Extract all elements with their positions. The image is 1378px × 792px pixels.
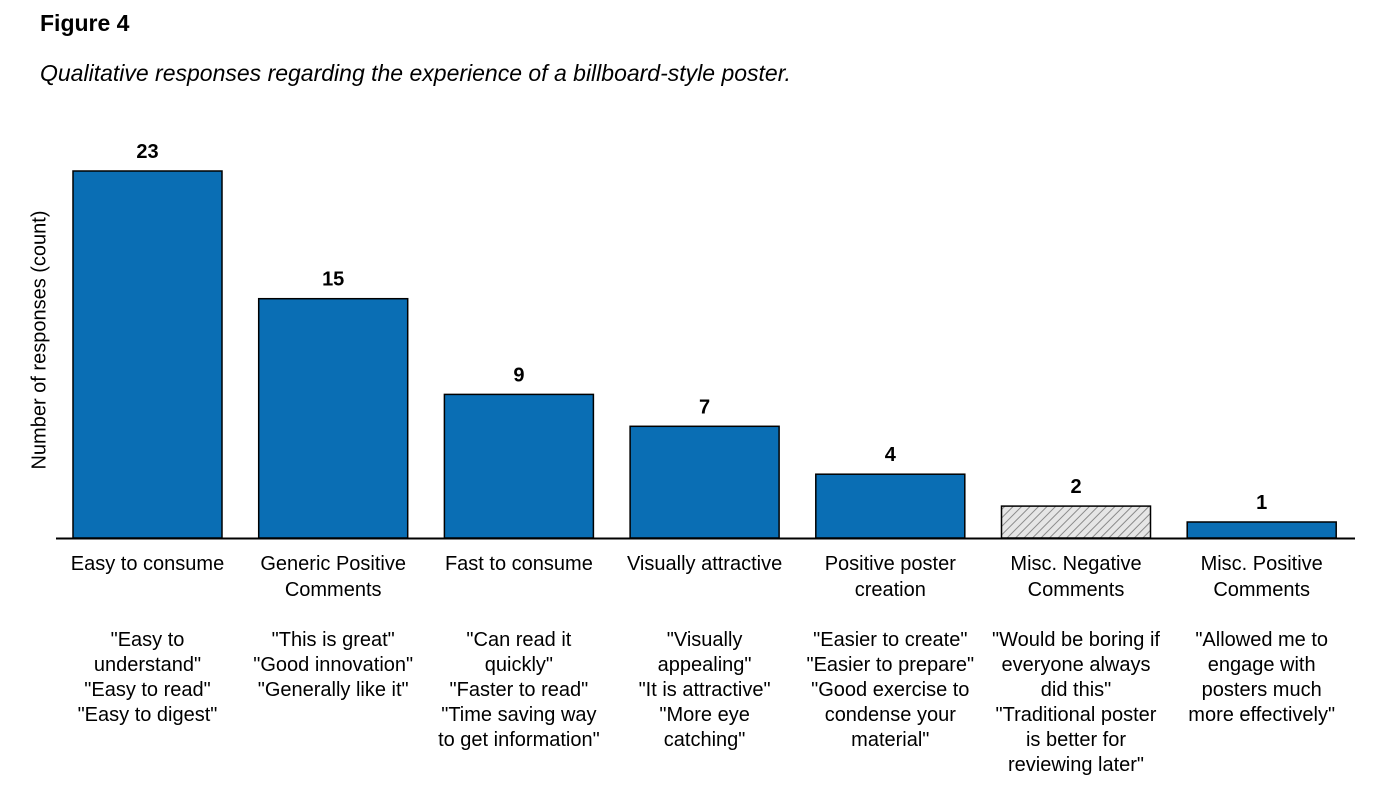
annotation-line: "Easy to digest" [77,704,218,726]
annotation-line: "This is great" [271,629,395,651]
category-label-6: Misc. Negative Comments [983,551,1169,603]
category-label-line: Generic Positive [260,553,406,575]
annotation-line: appealing" [657,654,752,676]
annotation-line: "Would be boring if [992,629,1160,651]
annotation-line: "Can read it [466,629,572,651]
category-label-4: Visually attractive [612,551,798,577]
category-label-7: Misc. Positive Comments [1169,551,1355,603]
bar-7 [1186,521,1337,539]
bar-4 [629,425,780,539]
annotation-line: is better for [1025,729,1127,751]
data-label-5: 4 [885,444,897,466]
category-label-line: Comments [1027,579,1125,601]
annotation-line: "Allowed me to [1195,629,1329,651]
bar-2 [257,297,409,539]
category-label-3: Fast to consume [426,551,612,577]
annotation-line: "Generally like it" [257,679,409,701]
figure-label: Figure 4 [40,10,130,36]
category-label-1: Easy to consume [55,551,241,577]
y-axis-label: Number of responses (count) [28,210,51,470]
annotation-quotes-2: "This is great" "Good innovation" "General… [240,628,426,703]
annotation-line: "Traditional poster [995,704,1157,726]
annotation-line: "Easier to create" [813,629,968,651]
annotation-line: everyone always [1001,654,1151,676]
annotation-quotes-5: "Easier to create" "Easier to prepare" "Go… [797,628,983,753]
annotation-line: reviewing later" [1007,754,1145,776]
bar-5 [815,473,966,539]
category-label-line: Comments [284,579,382,601]
annotation-line: "Faster to read" [449,679,589,701]
category-label-line: Easy to consume [70,553,225,575]
annotation-line: "Good innovation" [253,654,414,676]
annotation-line: "Visually [666,629,743,651]
annotation-line: "Easy to read" [84,679,211,701]
annotation-line: "More eye [659,704,750,726]
annotation-line: catching" [663,729,746,751]
category-label-2: Generic Positive Comments [240,551,426,603]
annotation-line: "Easy to [110,629,185,651]
data-label-7: 1 [1256,492,1267,514]
category-label-line: Comments [1213,579,1311,601]
bar-1 [72,170,223,539]
bar-3 [443,393,595,539]
category-label-line: Misc. Negative [1010,553,1142,575]
bar-6 [1000,505,1152,539]
annotation-quotes-1: "Easy to understand" "Easy to read" "Easy t… [55,628,241,728]
annotation-quotes-3: "Can read it quickly" "Faster to read" "Tim… [426,628,612,753]
annotation-line: quickly" [484,654,553,676]
annotation-line: more effectively" [1188,704,1336,726]
annotation-line: "Time saving way [441,704,597,726]
category-label-line: Fast to consume [444,553,593,575]
annotation-line: condense your [824,704,956,726]
data-label-2: 15 [322,269,344,291]
data-label-1: 23 [136,141,158,163]
annotation-quotes-4: "Visually appealing" "It is attractive" "Mo… [612,628,798,753]
category-label-line: creation [854,579,926,601]
category-label-line: Positive poster [824,553,956,575]
category-label-line: Visually attractive [626,553,783,575]
figure-caption: Qualitative responses regarding the expe… [40,60,791,86]
annotation-quotes-6: "Would be boring if everyone always did th… [983,628,1169,778]
annotation-line: "Easier to prepare" [806,654,975,676]
annotation-line: posters much [1201,679,1322,701]
annotation-line: did this" [1040,679,1112,701]
annotation-quotes-7: "Allowed me to engage with posters much mor… [1169,628,1355,728]
data-label-6: 2 [1070,476,1081,498]
annotation-line: "It is attractive" [638,679,771,701]
bars-group: 23 15 9 7 4 2 1 [72,141,1337,539]
data-label-4: 7 [699,396,710,418]
annotation-line: understand" [93,654,202,676]
data-label-3: 9 [513,364,524,386]
annotation-line: material" [851,729,930,751]
category-label-line: Misc. Positive [1200,553,1323,575]
annotation-line: to get information" [438,729,600,751]
annotation-line: "Good exercise to [811,679,970,701]
category-label-5: Positive poster creation [797,551,983,603]
annotation-line: engage with [1207,654,1316,676]
